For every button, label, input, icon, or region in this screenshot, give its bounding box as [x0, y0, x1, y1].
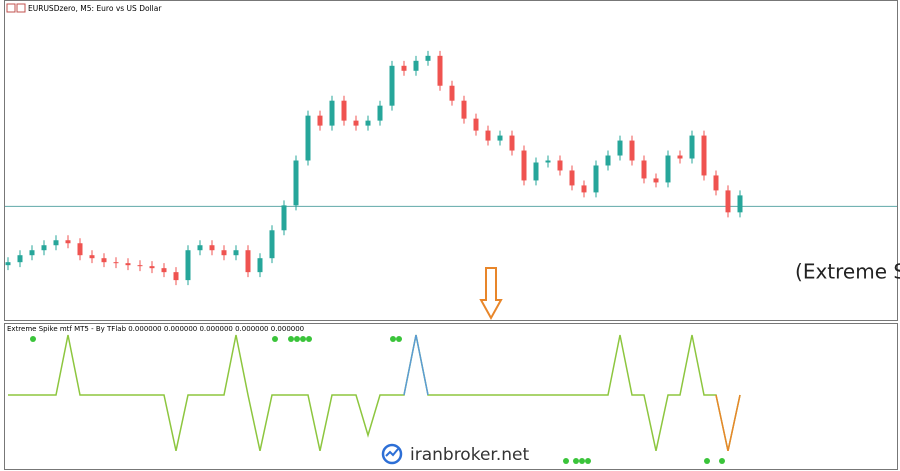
candle-body	[353, 120, 359, 126]
watermark-icon	[381, 443, 403, 465]
candle-body	[665, 155, 671, 183]
dot	[563, 458, 569, 464]
candle-body	[53, 240, 59, 246]
candle-body	[485, 130, 491, 141]
dot	[704, 458, 710, 464]
annotation: اندیکاتور اسپایک (Extreme Spike)	[795, 260, 900, 285]
candle-body	[197, 245, 203, 251]
main-panel	[4, 0, 898, 321]
dot	[390, 336, 396, 342]
candle-body	[737, 195, 743, 213]
candle-body	[341, 100, 347, 121]
candle-body	[653, 178, 659, 183]
candle-body	[389, 65, 395, 106]
dot	[396, 336, 402, 342]
candle-body	[497, 135, 503, 141]
dot	[30, 336, 36, 342]
candle-body	[545, 160, 551, 163]
candle-body	[641, 160, 647, 179]
candle-body	[5, 262, 11, 266]
candle-body	[377, 105, 383, 121]
watermark-icon	[385, 448, 399, 457]
candle-body	[713, 175, 719, 191]
candle-body	[101, 258, 107, 263]
candle-body	[245, 250, 251, 273]
candle-body	[473, 118, 479, 131]
candle-body	[461, 100, 467, 119]
candle-body	[569, 170, 575, 186]
candle-body	[449, 85, 455, 101]
candle-body	[437, 55, 443, 86]
dot	[294, 336, 300, 342]
icon	[6, 3, 16, 13]
candle-body	[509, 135, 515, 151]
candle-body	[725, 190, 731, 213]
candle-body	[161, 268, 167, 273]
candle-body	[521, 150, 527, 181]
signal-dots	[30, 336, 725, 464]
dot	[300, 336, 306, 342]
candle-body	[557, 160, 563, 171]
candle-body	[689, 135, 695, 159]
candle-body	[77, 243, 83, 256]
candle-body	[209, 245, 215, 251]
candle-body	[29, 250, 35, 256]
indicator-line	[8, 334, 741, 451]
candle-body	[701, 135, 707, 176]
dot	[579, 458, 585, 464]
candle-body	[401, 65, 407, 71]
watermark-bg	[376, 441, 541, 469]
candle-body	[137, 265, 143, 267]
candle-body	[581, 185, 587, 193]
candle-body	[425, 55, 431, 61]
candle-body	[221, 250, 227, 256]
dot	[288, 336, 294, 342]
watermark: iranbroker.net	[410, 445, 529, 465]
candle-body	[533, 162, 539, 181]
window-title: EURUSDzero, M5: Euro vs US Dollar	[28, 4, 162, 13]
candle-body	[269, 230, 275, 259]
candle-body	[17, 255, 23, 263]
dot	[719, 458, 725, 464]
candle-body	[329, 100, 335, 126]
dot	[306, 336, 312, 342]
candle-body	[629, 140, 635, 161]
candle-body	[89, 255, 95, 259]
candle-body	[365, 120, 371, 126]
candle-body	[677, 155, 683, 159]
candle-body	[233, 250, 239, 256]
dot	[573, 458, 579, 464]
arrow	[479, 267, 503, 321]
candle-body	[113, 262, 119, 264]
candle-body	[317, 115, 323, 126]
indicator-line	[403, 334, 429, 396]
candle-body	[593, 165, 599, 193]
indicator-panel	[4, 323, 898, 470]
candle-body	[173, 272, 179, 281]
candle-body	[41, 245, 47, 251]
candle-body	[293, 160, 299, 206]
indicator-line	[715, 394, 741, 451]
candle-body	[125, 263, 131, 266]
candle-body	[149, 266, 155, 269]
candle-body	[185, 250, 191, 281]
indicator-label: Extreme Spike mtf MT5 - By TFlab 0.00000…	[7, 325, 304, 333]
dot	[272, 336, 278, 342]
candle-body	[257, 258, 263, 273]
candle-body	[305, 115, 311, 161]
candle-body	[281, 205, 287, 231]
candle-body	[605, 155, 611, 166]
candle-body	[65, 240, 71, 244]
candle-body	[413, 60, 419, 71]
candle-body	[617, 140, 623, 156]
dot	[585, 458, 591, 464]
icon	[16, 3, 26, 13]
